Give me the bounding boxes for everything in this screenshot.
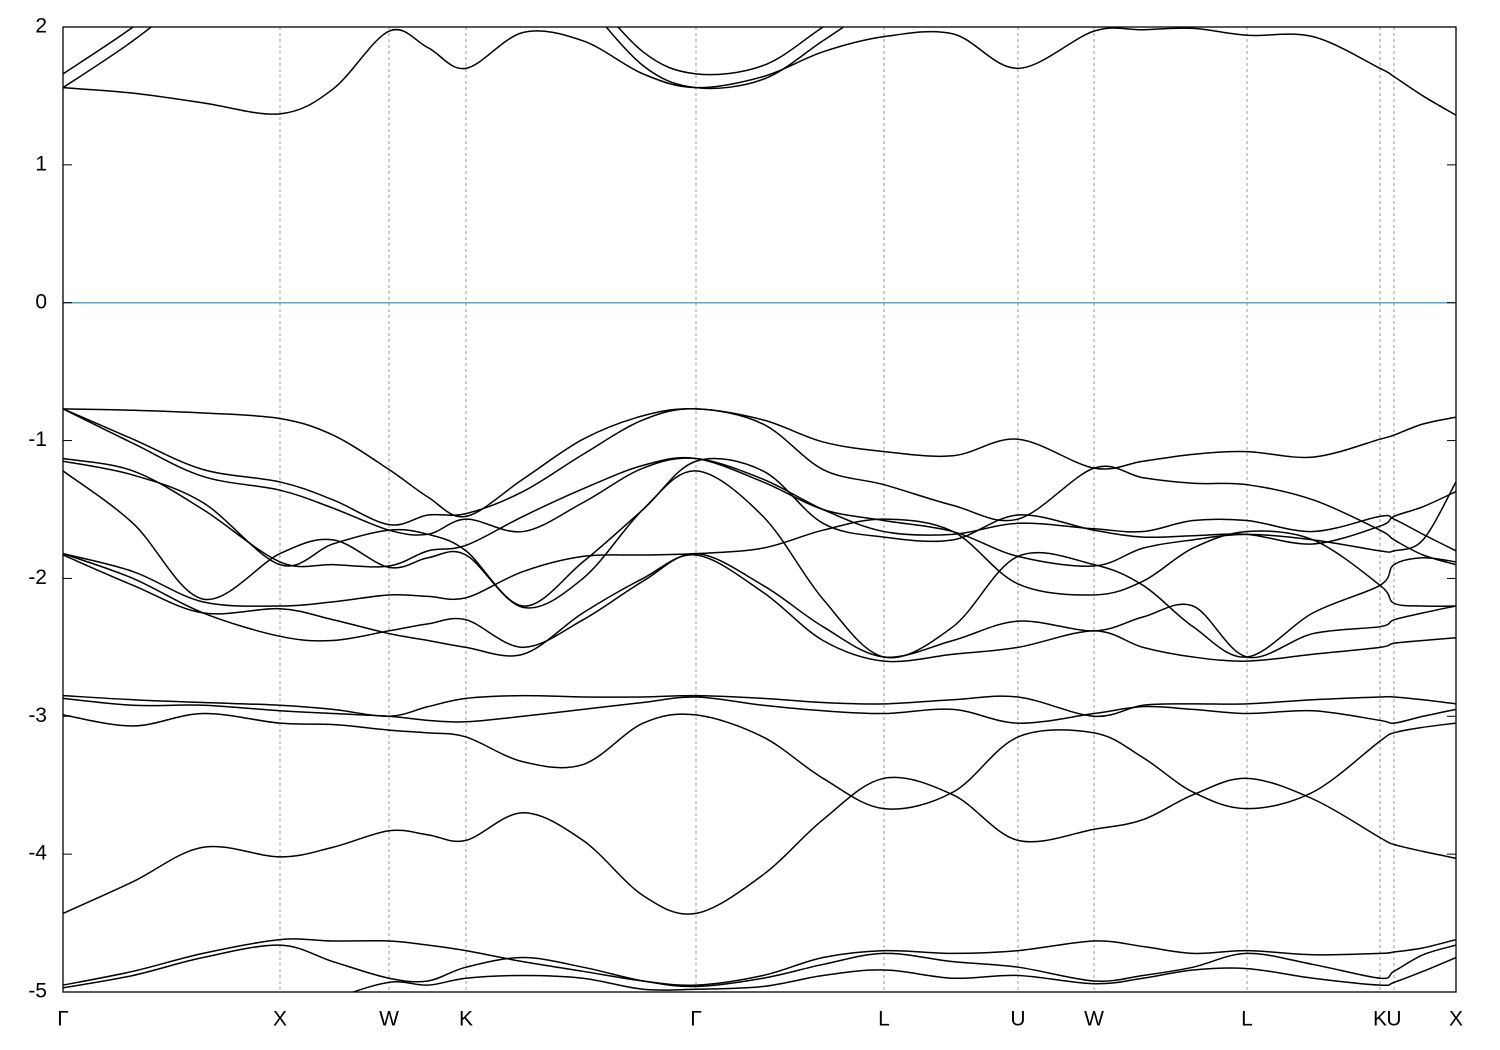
band-line [63, 408, 1456, 518]
band-line [617, 27, 825, 76]
band-line [63, 27, 153, 89]
band-line [63, 554, 1456, 663]
band-line [605, 27, 845, 90]
y-tick-label: -5 [28, 980, 47, 1003]
x-tick-label: Γ [690, 1008, 702, 1031]
x-tick-label: Γ [57, 1008, 69, 1031]
y-tick-label: 1 [35, 152, 47, 175]
plot-frame [62, 26, 1457, 993]
x-tick-label: K [1373, 1008, 1387, 1031]
band-line [63, 27, 1456, 116]
y-tick-label: -1 [28, 428, 47, 451]
band-line [63, 696, 1456, 725]
x-tick-label: X [1449, 1008, 1463, 1031]
y-tick-label: 2 [35, 15, 47, 38]
band-line [63, 456, 1456, 568]
x-tick-label: U [1010, 1008, 1025, 1031]
x-tick-label: L [1241, 1008, 1253, 1031]
x-tick-label: U [1386, 1008, 1401, 1031]
plot-area [63, 27, 1456, 992]
band-line [63, 518, 1456, 607]
y-tick-label: -2 [28, 566, 47, 589]
x-tick-label: W [379, 1008, 399, 1031]
x-tick-label: L [878, 1008, 890, 1031]
band-line [63, 457, 1456, 607]
band-line [63, 552, 1456, 659]
y-tick-label: -3 [28, 704, 47, 727]
x-tick-label: W [1084, 1008, 1104, 1031]
y-tick-label: -4 [28, 842, 47, 865]
x-tick-label: X [273, 1008, 287, 1031]
band-line [63, 408, 1456, 566]
band-line [63, 470, 1456, 659]
band-line [63, 694, 1456, 718]
band-line [63, 408, 1456, 552]
y-tick-label: 0 [35, 290, 47, 313]
band-line [63, 27, 135, 75]
band-line [63, 938, 1456, 987]
band-line [63, 776, 1456, 915]
x-tick-label: K [459, 1008, 473, 1031]
grid [62, 27, 1457, 992]
band-line [350, 956, 1456, 992]
band-line [63, 944, 1456, 989]
